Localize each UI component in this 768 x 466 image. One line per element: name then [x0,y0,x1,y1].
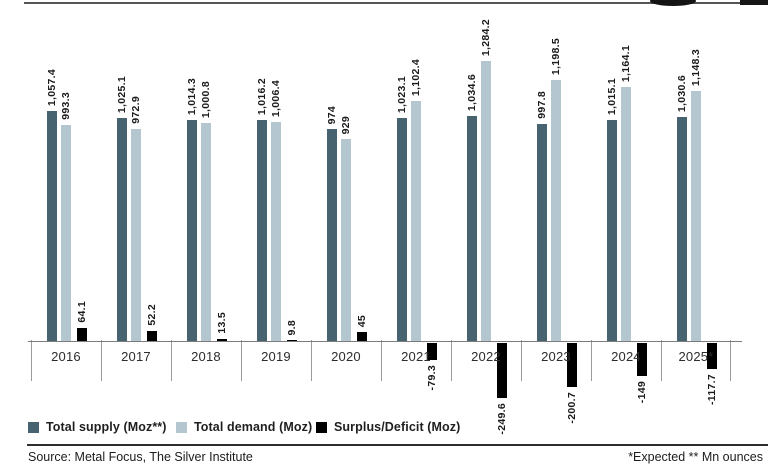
surplus-bar [707,343,717,369]
supply-bar [537,124,547,342]
supply-value-label: 974 [326,105,338,124]
demand-value-label: 1,164.1 [620,44,632,82]
demand-value-label: 1,148.3 [690,48,702,86]
demand-bar [691,91,701,342]
supply-value-label: 1,034.6 [466,73,478,111]
year-group-2025: 1,030.6 1,148.3 -117.7 2025* [661,0,731,420]
year-label: 2020 [331,349,361,364]
supply-bar [677,117,687,342]
year-group-2017: 1,025.1 972.9 52.2 2017 [101,0,171,420]
supply-bar [257,120,267,342]
surplus-value-label: 45 [356,314,368,327]
demand-bar [551,80,561,342]
year-label: 2018 [191,349,221,364]
top-right-corner-mark [740,0,768,5]
demand-value-label: 1,000.8 [200,80,212,118]
supply-value-label: 1,023.1 [396,75,408,113]
demand-value-label: 1,198.5 [550,37,562,75]
year-label: 2021 [401,349,431,364]
year-group-2019: 1,016.2 1,006.4 9.8 2019 [241,0,311,420]
year-label: 2022 [471,349,501,364]
legend-item-surplus-deficit: Surplus/Deficit (Moz) [316,420,460,434]
year-label: 2024 [611,349,641,364]
surplus-bar [637,343,647,376]
supply-legend-label: Total supply (Moz**) [46,420,167,434]
surplus-bar [567,343,577,387]
demand-value-label: 993.3 [60,92,72,120]
surplus-value-label: 13.5 [216,312,228,334]
supply-bar [467,116,477,342]
surplus-bar [427,343,437,360]
supply-bar [187,120,197,342]
year-label: 2025* [678,349,714,364]
surplus-value-label: -117.7 [706,374,718,405]
supply-value-label: 1,016.2 [256,77,268,115]
surplus-value-label: 9.8 [286,319,298,336]
year-group-2024: 1,015.1 1,164.1 -149 2024 [591,0,661,420]
surplus-value-label: -79.3 [426,365,438,391]
supply-value-label: 997.8 [536,91,548,119]
year-group-2018: 1,014.3 1,000.8 13.5 2018 [171,0,241,420]
year-group-2021: 1,023.1 1,102.4 -79.3 2021 [381,0,451,420]
supply-bar [47,111,57,342]
demand-value-label: 929 [340,115,352,134]
demand-value-label: 1,284.2 [480,18,492,56]
supply-value-label: 1,014.3 [186,77,198,115]
surplus-bar [77,328,87,342]
demand-bar [201,123,211,342]
legend-item-total-supply: Total supply (Moz**) [28,420,167,434]
demand-value-label: 1,102.4 [410,58,422,96]
supply-value-label: 1,030.6 [676,74,688,112]
surplus-bar [217,339,227,342]
year-label: 2016 [51,349,81,364]
surplus-bar [357,332,367,342]
surplus-value-label: 52.2 [146,304,158,326]
year-group-2022: 1,034.6 1,284.2 -249.6 2022 [451,0,521,435]
x-axis-line [28,341,742,342]
bar-chart-plot-area: 1,057.4 993.3 64.1 2016 1,025.1 972.9 52.2 2017… [31,0,731,435]
footer-divider-rule [27,444,768,446]
demand-bar [271,122,281,342]
surplus-legend-label: Surplus/Deficit (Moz) [334,420,461,434]
footnote-text: *Expected ** Mn ounces [628,450,763,464]
demand-bar [411,101,421,342]
year-label: 2023 [541,349,571,364]
surplus-legend-swatch [316,421,327,433]
top-divider-rule [24,2,768,4]
supply-bar [117,118,127,342]
surplus-value-label: -149 [636,381,648,404]
surplus-bar [497,343,507,398]
legend-item-total-demand: Total demand (Moz) [176,420,312,434]
demand-bar [131,129,141,342]
year-group-2016: 1,057.4 993.3 64.1 2016 [31,0,101,420]
supply-value-label: 1,057.4 [46,68,58,106]
top-decorative-shape [650,0,696,6]
demand-bar [621,87,631,342]
demand-bar [481,61,491,342]
supply-value-label: 1,025.1 [116,75,128,113]
year-group-2023: 997.8 1,198.5 -200.7 2023 [521,0,591,424]
source-text: Source: Metal Focus, The Silver Institut… [28,450,253,464]
demand-legend-swatch [176,421,187,433]
demand-value-label: 972.9 [130,96,142,124]
surplus-value-label: 64.1 [76,301,88,323]
demand-legend-label: Total demand (Moz) [194,420,313,434]
supply-bar [397,118,407,342]
supply-bar [607,120,617,342]
surplus-bar [147,331,157,342]
year-label: 2019 [261,349,291,364]
surplus-value-label: -249.6 [496,403,508,435]
demand-value-label: 1,006.4 [270,79,282,117]
supply-legend-swatch [28,421,39,433]
supply-bar [327,129,337,342]
demand-bar [341,139,351,342]
surplus-value-label: -200.7 [566,392,578,424]
supply-value-label: 1,015.1 [606,77,618,115]
year-group-2020: 974 929 45 2020 [311,0,381,420]
demand-bar [61,125,71,342]
year-label: 2017 [121,349,151,364]
